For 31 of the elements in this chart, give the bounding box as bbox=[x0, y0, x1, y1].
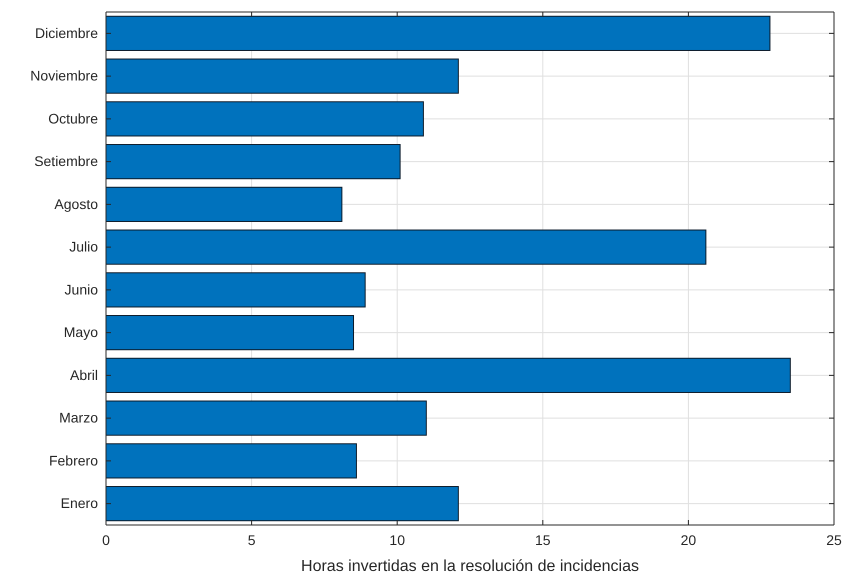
y-tick-label: Diciembre bbox=[34, 24, 98, 41]
bar bbox=[106, 144, 401, 180]
x-tick-label: 15 bbox=[535, 532, 551, 548]
bar bbox=[106, 58, 459, 94]
bar bbox=[106, 230, 706, 265]
y-tick-label: Julio bbox=[69, 238, 98, 255]
x-tick-label: 0 bbox=[102, 532, 110, 548]
x-tick-label: 5 bbox=[248, 532, 256, 548]
bar bbox=[106, 186, 342, 222]
x-axis-title: Horas invertidas en la resolución de incidencias bbox=[301, 558, 639, 575]
bar bbox=[106, 486, 459, 522]
y-tick-label: Setiembre bbox=[34, 153, 98, 170]
x-tick-label: 10 bbox=[389, 532, 406, 548]
y-tick-label: Agosto bbox=[54, 196, 98, 212]
bar bbox=[106, 358, 791, 393]
y-tick-label: Febrero bbox=[48, 452, 98, 468]
y-tick-label: Enero bbox=[60, 495, 98, 512]
x-tick-label: 25 bbox=[826, 532, 842, 548]
bar bbox=[106, 272, 366, 308]
x-tick-label: 20 bbox=[680, 532, 696, 548]
bar bbox=[106, 101, 424, 136]
bar bbox=[106, 315, 354, 350]
y-tick-label: Octubre bbox=[48, 110, 98, 126]
bar bbox=[106, 16, 770, 51]
y-tick-label: Noviembre bbox=[30, 68, 98, 84]
y-tick-label: Mayo bbox=[64, 324, 98, 340]
bar bbox=[106, 443, 357, 478]
y-tick-label: Junio bbox=[64, 281, 98, 298]
y-tick-label: Abril bbox=[70, 366, 98, 383]
y-tick-label: Marzo bbox=[59, 410, 98, 426]
bar bbox=[106, 400, 427, 436]
